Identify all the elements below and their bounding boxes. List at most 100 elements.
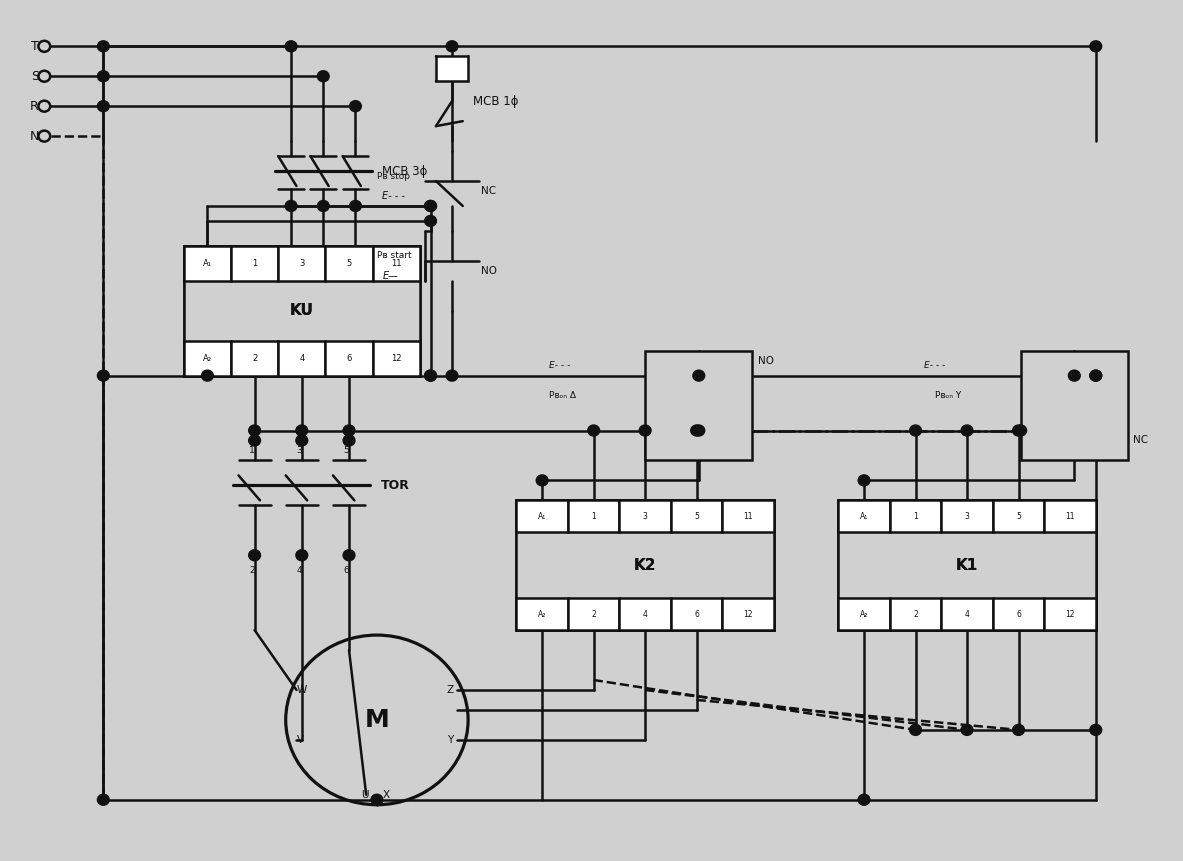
Text: 4: 4: [297, 566, 302, 574]
Bar: [839, 500, 1095, 630]
Circle shape: [961, 724, 972, 735]
Circle shape: [343, 425, 355, 436]
Bar: [671, 500, 723, 532]
Text: K2: K2: [634, 558, 657, 573]
Circle shape: [446, 370, 458, 381]
Bar: [993, 500, 1045, 532]
Text: 11: 11: [743, 511, 752, 521]
Text: MCB 3ϕ: MCB 3ϕ: [382, 164, 427, 177]
Circle shape: [296, 435, 308, 446]
Circle shape: [425, 215, 437, 226]
Text: E- - -: E- - -: [382, 191, 405, 201]
Text: KU: KU: [290, 303, 313, 319]
Bar: [183, 246, 420, 375]
Circle shape: [425, 201, 437, 212]
Text: A₂: A₂: [538, 610, 547, 618]
Bar: [839, 500, 1095, 630]
Circle shape: [858, 794, 870, 805]
Bar: [231, 246, 278, 281]
Circle shape: [296, 550, 308, 561]
Text: 11: 11: [1065, 511, 1075, 521]
Text: U: U: [361, 790, 368, 800]
Circle shape: [1090, 370, 1101, 381]
Bar: [942, 598, 993, 630]
Circle shape: [248, 550, 260, 561]
Circle shape: [588, 425, 600, 436]
Text: Pʙ start: Pʙ start: [377, 251, 412, 260]
Circle shape: [693, 425, 705, 436]
Circle shape: [446, 40, 458, 52]
Bar: [942, 500, 993, 532]
Text: E- - -: E- - -: [924, 361, 945, 370]
Circle shape: [343, 435, 355, 446]
Circle shape: [425, 370, 437, 381]
Bar: [517, 500, 774, 630]
Text: NC: NC: [481, 186, 496, 196]
Bar: [723, 598, 774, 630]
Text: K2: K2: [634, 558, 657, 573]
Text: W: W: [297, 685, 306, 695]
Bar: [568, 598, 620, 630]
Circle shape: [693, 370, 705, 381]
Text: 4: 4: [299, 354, 304, 362]
Circle shape: [1013, 724, 1024, 735]
Text: KU: KU: [290, 303, 313, 319]
Bar: [671, 598, 723, 630]
Bar: [1045, 500, 1095, 532]
Bar: [568, 500, 620, 532]
Text: 3: 3: [642, 511, 647, 521]
Text: 5: 5: [343, 446, 349, 455]
Circle shape: [1090, 40, 1101, 52]
Text: 5: 5: [694, 511, 699, 521]
Text: K1: K1: [956, 558, 978, 573]
Circle shape: [1013, 425, 1024, 436]
Circle shape: [343, 550, 355, 561]
Bar: [993, 598, 1045, 630]
Text: 4: 4: [964, 610, 969, 618]
Text: A₁: A₁: [202, 259, 212, 268]
Text: Pʙₒₙ Δ: Pʙₒₙ Δ: [549, 391, 576, 400]
Circle shape: [910, 724, 922, 735]
Text: 6: 6: [347, 354, 351, 362]
Circle shape: [1068, 370, 1080, 381]
Text: 12: 12: [390, 354, 401, 362]
Circle shape: [97, 101, 109, 112]
Text: 5: 5: [1016, 511, 1021, 521]
Text: 1: 1: [252, 259, 257, 268]
Text: NO: NO: [481, 266, 497, 276]
Text: E—: E—: [382, 271, 399, 281]
Circle shape: [317, 201, 329, 212]
Text: X: X: [382, 790, 389, 800]
Circle shape: [97, 794, 109, 805]
Text: 3: 3: [297, 446, 302, 455]
Circle shape: [248, 435, 260, 446]
Bar: [620, 598, 671, 630]
Bar: [1021, 350, 1127, 461]
Text: 1: 1: [913, 511, 918, 521]
Text: 1: 1: [250, 446, 256, 455]
Circle shape: [961, 425, 972, 436]
Text: 3: 3: [299, 259, 304, 268]
Circle shape: [910, 425, 922, 436]
Circle shape: [858, 475, 870, 486]
Text: T: T: [31, 40, 39, 53]
Text: 1: 1: [592, 511, 596, 521]
Bar: [183, 246, 420, 375]
Circle shape: [1090, 724, 1101, 735]
Text: MCB 1ϕ: MCB 1ϕ: [473, 95, 519, 108]
Text: A₁: A₁: [860, 511, 868, 521]
Circle shape: [97, 40, 109, 52]
Text: TOR: TOR: [381, 479, 411, 492]
Circle shape: [1090, 370, 1101, 381]
Text: 2: 2: [592, 610, 596, 618]
Text: Pʙₒₙ Y: Pʙₒₙ Y: [935, 391, 961, 400]
Text: N: N: [30, 130, 39, 143]
Text: 2: 2: [252, 354, 257, 362]
Bar: [839, 500, 890, 532]
Circle shape: [248, 425, 260, 436]
Bar: [1045, 598, 1095, 630]
Bar: [890, 598, 942, 630]
Text: A₂: A₂: [860, 610, 868, 618]
Text: 12: 12: [1065, 610, 1075, 618]
Bar: [373, 341, 420, 375]
